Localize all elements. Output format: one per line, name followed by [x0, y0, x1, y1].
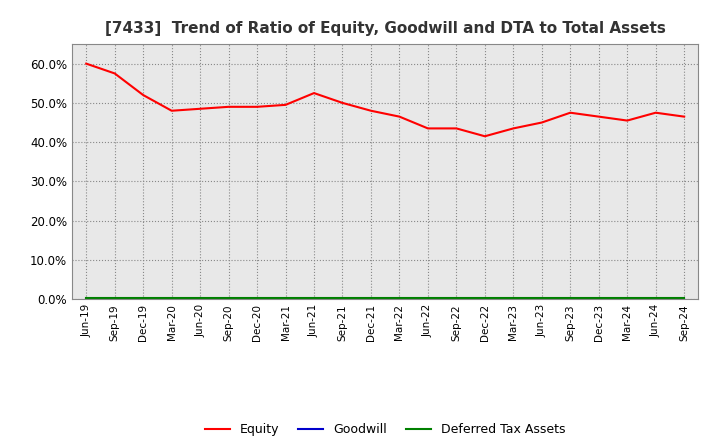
Equity [537, 120, 546, 125]
Equity [566, 110, 575, 115]
Goodwill [253, 297, 261, 302]
Equity [366, 108, 375, 114]
Goodwill [110, 297, 119, 302]
Goodwill [680, 297, 688, 302]
Equity [423, 126, 432, 131]
Goodwill [196, 297, 204, 302]
Equity [282, 102, 290, 107]
Equity [480, 134, 489, 139]
Goodwill [509, 297, 518, 302]
Deferred Tax Assets [480, 295, 489, 301]
Equity [110, 71, 119, 76]
Deferred Tax Assets [652, 295, 660, 301]
Equity [310, 91, 318, 96]
Deferred Tax Assets [452, 295, 461, 301]
Equity [452, 126, 461, 131]
Equity [225, 104, 233, 110]
Goodwill [366, 297, 375, 302]
Goodwill [225, 297, 233, 302]
Equity [338, 100, 347, 106]
Equity [253, 104, 261, 110]
Goodwill [623, 297, 631, 302]
Goodwill [167, 297, 176, 302]
Goodwill [595, 297, 603, 302]
Goodwill [139, 297, 148, 302]
Equity [167, 108, 176, 114]
Goodwill [566, 297, 575, 302]
Line: Equity: Equity [86, 64, 684, 136]
Deferred Tax Assets [110, 295, 119, 301]
Equity [139, 92, 148, 98]
Equity [595, 114, 603, 119]
Deferred Tax Assets [395, 295, 404, 301]
Goodwill [480, 297, 489, 302]
Goodwill [82, 297, 91, 302]
Deferred Tax Assets [537, 295, 546, 301]
Equity [82, 61, 91, 66]
Equity [509, 126, 518, 131]
Deferred Tax Assets [225, 295, 233, 301]
Deferred Tax Assets [595, 295, 603, 301]
Goodwill [652, 297, 660, 302]
Deferred Tax Assets [680, 295, 688, 301]
Deferred Tax Assets [338, 295, 347, 301]
Deferred Tax Assets [509, 295, 518, 301]
Deferred Tax Assets [366, 295, 375, 301]
Deferred Tax Assets [139, 295, 148, 301]
Goodwill [452, 297, 461, 302]
Goodwill [395, 297, 404, 302]
Deferred Tax Assets [167, 295, 176, 301]
Goodwill [338, 297, 347, 302]
Goodwill [310, 297, 318, 302]
Deferred Tax Assets [310, 295, 318, 301]
Deferred Tax Assets [82, 295, 91, 301]
Goodwill [282, 297, 290, 302]
Deferred Tax Assets [423, 295, 432, 301]
Deferred Tax Assets [196, 295, 204, 301]
Equity [196, 106, 204, 111]
Goodwill [537, 297, 546, 302]
Equity [395, 114, 404, 119]
Equity [623, 118, 631, 123]
Deferred Tax Assets [623, 295, 631, 301]
Deferred Tax Assets [566, 295, 575, 301]
Title: [7433]  Trend of Ratio of Equity, Goodwill and DTA to Total Assets: [7433] Trend of Ratio of Equity, Goodwil… [105, 21, 665, 36]
Equity [652, 110, 660, 115]
Deferred Tax Assets [282, 295, 290, 301]
Goodwill [423, 297, 432, 302]
Legend: Equity, Goodwill, Deferred Tax Assets: Equity, Goodwill, Deferred Tax Assets [200, 418, 570, 440]
Deferred Tax Assets [253, 295, 261, 301]
Equity [680, 114, 688, 119]
